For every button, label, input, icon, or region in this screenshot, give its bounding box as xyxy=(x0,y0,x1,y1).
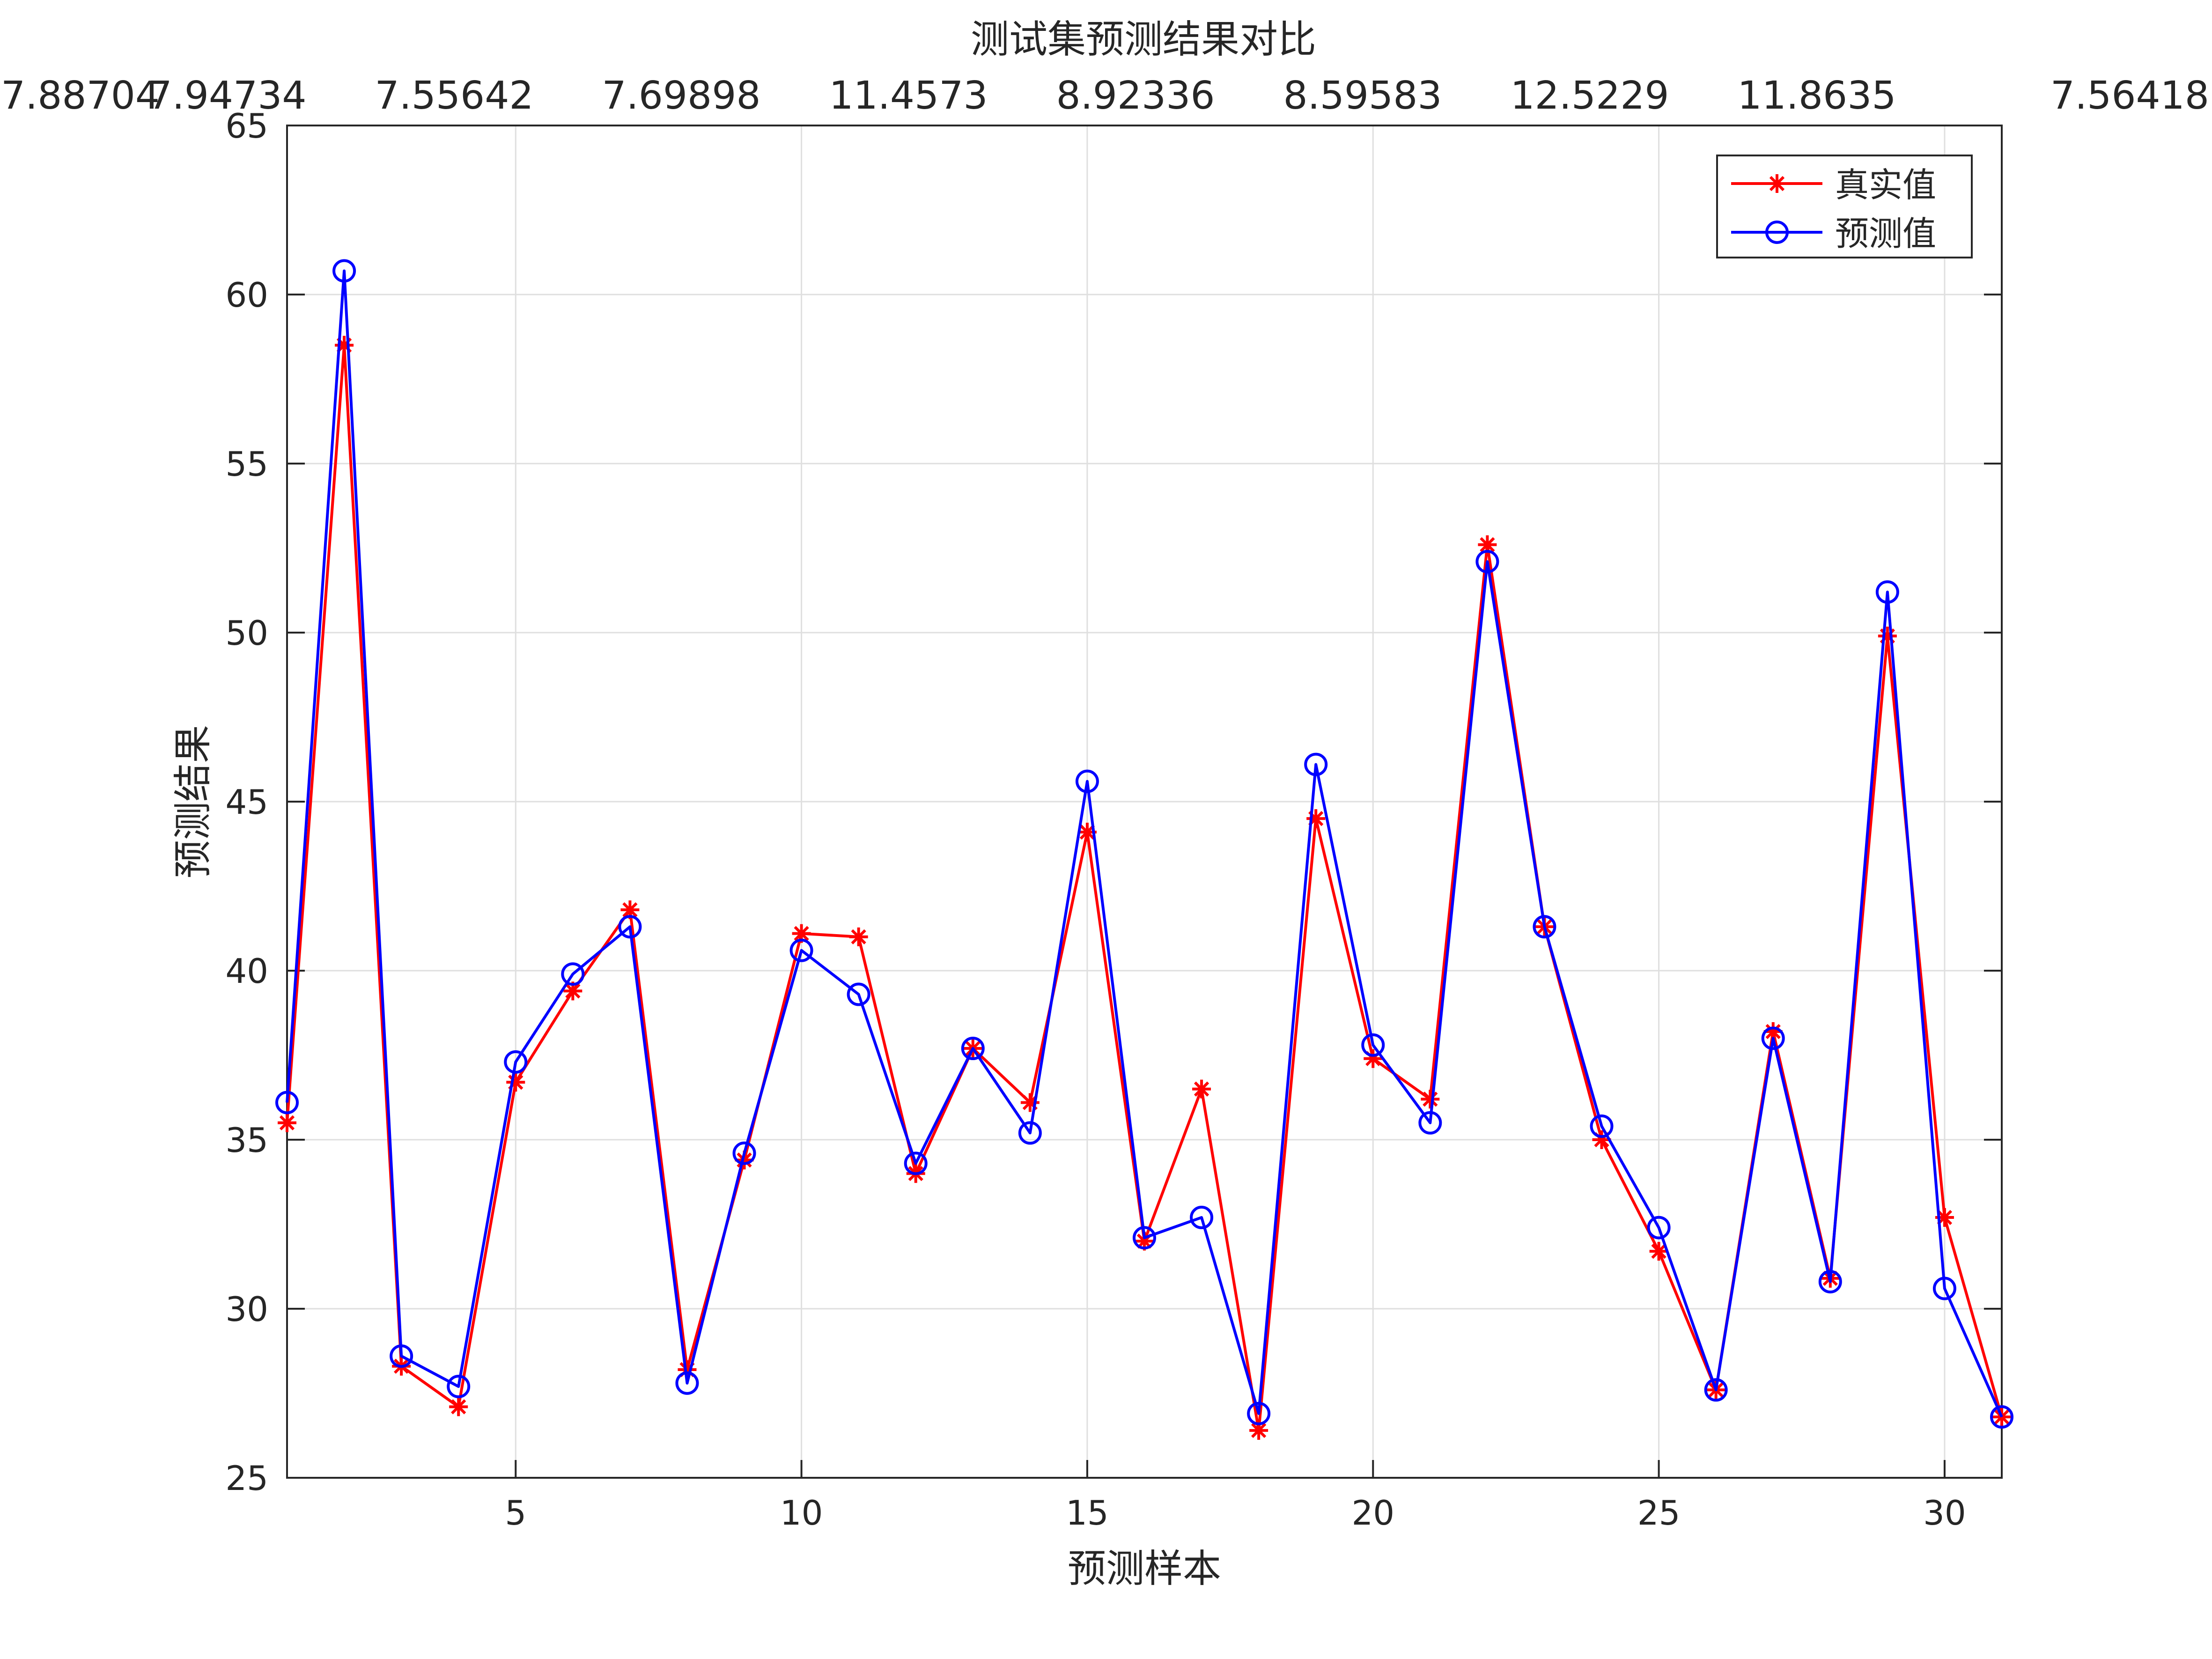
x-tick-label: 5 xyxy=(505,1493,526,1533)
data-point xyxy=(1075,769,1099,793)
top-annotation-label: 7.94734 xyxy=(147,74,306,118)
series-layer xyxy=(275,259,2013,1440)
y-tick-label: 30 xyxy=(225,1290,268,1329)
y-tick-label: 55 xyxy=(225,444,268,484)
series-2 xyxy=(275,259,2013,1429)
data-point xyxy=(1133,1226,1156,1250)
data-point xyxy=(789,938,813,962)
data-point xyxy=(506,1073,525,1092)
top-annotation-label: 12.5229 xyxy=(1510,74,1669,118)
legend-label: 预测值 xyxy=(1835,214,1936,253)
data-point xyxy=(1704,1378,1728,1402)
data-point xyxy=(1418,1111,1442,1135)
top-annotation-label: 8.59583 xyxy=(1283,74,1442,118)
top-annotation-label: 7.55642 xyxy=(375,74,533,118)
data-point xyxy=(847,982,870,1006)
x-tick-label: 20 xyxy=(1351,1493,1394,1533)
data-point xyxy=(1135,1231,1154,1251)
series-line xyxy=(286,269,2003,1418)
top-annotation-label: 11.4573 xyxy=(829,74,988,118)
x-tick-label: 30 xyxy=(1923,1493,1966,1533)
y-tick-label: 60 xyxy=(225,275,268,315)
data-point xyxy=(1361,1033,1385,1057)
top-annotation-label: 8.92336 xyxy=(1056,74,1215,118)
data-point xyxy=(563,981,582,1001)
data-point xyxy=(335,336,354,355)
data-point xyxy=(1649,1242,1668,1261)
data-point xyxy=(275,1091,299,1114)
data-point xyxy=(447,1375,471,1399)
data-point xyxy=(1475,550,1499,574)
data-point xyxy=(1590,1114,1614,1138)
data-point xyxy=(1192,1079,1211,1099)
data-point xyxy=(1763,1022,1783,1041)
legend-entry: 真实值 xyxy=(1731,165,1936,205)
data-point xyxy=(1875,580,1899,604)
data-point xyxy=(1190,1206,1214,1230)
data-point xyxy=(1818,1270,1842,1294)
data-point xyxy=(849,927,868,946)
data-point xyxy=(1592,1130,1611,1149)
data-point xyxy=(1304,752,1328,776)
data-point xyxy=(675,1371,699,1395)
data-point xyxy=(1878,627,1897,646)
y-tick-label: 25 xyxy=(225,1459,268,1498)
data-point xyxy=(1249,1421,1268,1440)
top-annotation-label: 7.69898 xyxy=(602,74,760,118)
data-point xyxy=(561,962,585,986)
y-tick-label: 65 xyxy=(225,106,268,146)
data-point xyxy=(1990,1405,2013,1429)
data-point xyxy=(618,915,642,939)
data-point xyxy=(504,1050,528,1074)
data-point xyxy=(732,1141,756,1165)
x-axis: 5 10 15 20 25 30 xyxy=(505,1460,1966,1533)
x-tick-label: 25 xyxy=(1637,1493,1681,1533)
data-point xyxy=(1020,1093,1040,1112)
x-tick-label: 15 xyxy=(1066,1493,1109,1533)
data-point xyxy=(904,1151,928,1175)
data-point xyxy=(1247,1401,1271,1425)
x-axis-label: 预测样本 xyxy=(1068,1547,1221,1591)
data-point xyxy=(1421,1090,1440,1109)
data-point xyxy=(1647,1216,1671,1239)
y-tick-label: 35 xyxy=(225,1121,268,1160)
legend-entry: 预测值 xyxy=(1731,214,1936,253)
top-annotation-label: 11.8635 xyxy=(1737,74,1896,118)
data-point xyxy=(1018,1121,1042,1145)
y-axis-label: 预测结果 xyxy=(171,725,215,878)
y-tick-label: 40 xyxy=(225,951,268,991)
top-annotation-label: 7.88704 xyxy=(1,74,160,118)
y-tick-label: 50 xyxy=(225,613,268,653)
legend-label: 真实值 xyxy=(1835,165,1936,205)
top-annotation-label: 7.56418 xyxy=(2050,74,2209,118)
data-point xyxy=(1306,809,1326,828)
data-point xyxy=(620,900,640,920)
legend-marker xyxy=(1765,221,1789,244)
data-point xyxy=(1478,535,1497,554)
data-point xyxy=(1932,1276,1956,1300)
y-axis: 25 30 35 40 45 50 55 60 65 xyxy=(225,106,2002,1498)
chart-title: 测试集预测结果对比 xyxy=(971,17,1316,62)
data-point xyxy=(961,1037,985,1061)
x-tick-label: 10 xyxy=(780,1493,823,1533)
data-point xyxy=(449,1397,468,1416)
data-point xyxy=(735,1150,754,1170)
data-point xyxy=(1761,1026,1785,1050)
data-point xyxy=(278,1113,296,1132)
legend-marker xyxy=(1768,174,1786,193)
data-point xyxy=(1533,915,1556,939)
legend-box xyxy=(1716,155,1973,258)
data-point xyxy=(332,259,356,283)
data-point xyxy=(1077,822,1097,841)
data-point xyxy=(678,1360,697,1379)
data-point xyxy=(1935,1208,1954,1227)
y-tick-label: 45 xyxy=(225,782,268,822)
data-point xyxy=(792,924,811,943)
data-point xyxy=(1364,1049,1383,1068)
data-point xyxy=(390,1344,413,1368)
